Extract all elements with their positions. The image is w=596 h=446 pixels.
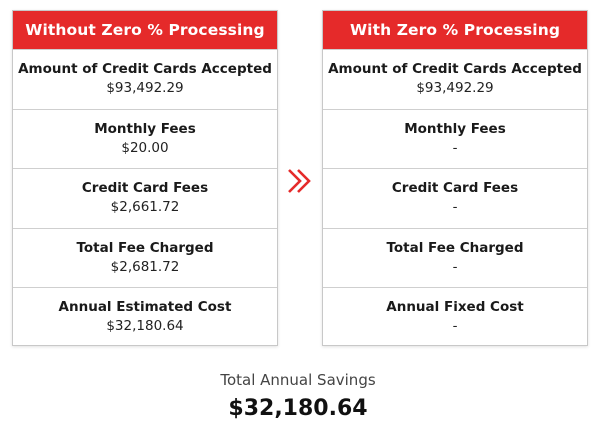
card-header-with: With Zero % Processing <box>323 11 587 49</box>
without-zero-processing-card: Without Zero % Processing Amount of Cred… <box>12 10 278 346</box>
row-label: Total Fee Charged <box>386 239 524 256</box>
row-credit-card-fees: Credit Card Fees - <box>323 168 587 228</box>
row-label: Credit Card Fees <box>81 180 209 197</box>
row-value: $2,681.72 <box>110 258 180 275</box>
row-total-fee-charged: Total Fee Charged - <box>323 227 587 288</box>
row-value: - <box>452 258 458 275</box>
row-label: Amount of Credit Cards Accepted <box>18 61 272 78</box>
row-value: $20.00 <box>121 139 169 156</box>
row-value: - <box>452 139 458 156</box>
row-label: Amount of Credit Cards Accepted <box>328 61 582 78</box>
row-label: Total Fee Charged <box>76 239 214 256</box>
with-zero-processing-card: With Zero % Processing Amount of Credit … <box>322 10 588 346</box>
row-value: - <box>452 318 458 335</box>
row-label: Monthly Fees <box>404 120 506 137</box>
row-value: $2,661.72 <box>110 199 180 216</box>
row-label: Annual Estimated Cost <box>58 299 232 316</box>
card-title: With Zero % Processing <box>349 21 561 39</box>
row-credit-card-fees: Credit Card Fees $2,661.72 <box>13 168 277 228</box>
row-value: $93,492.29 <box>106 80 184 97</box>
row-amount-accepted: Amount of Credit Cards Accepted $93,492.… <box>13 49 277 109</box>
row-label: Annual Fixed Cost <box>386 299 524 316</box>
card-header-without: Without Zero % Processing <box>13 11 277 49</box>
card-title: Without Zero % Processing <box>25 21 265 39</box>
row-label: Credit Card Fees <box>391 180 519 197</box>
row-annual-fixed-cost: Annual Fixed Cost - <box>323 287 587 347</box>
double-chevron-right-icon <box>288 169 311 193</box>
total-savings-label: Total Annual Savings <box>220 371 376 389</box>
row-monthly-fees: Monthly Fees $20.00 <box>13 108 277 169</box>
row-total-fee-charged: Total Fee Charged $2,681.72 <box>13 227 277 288</box>
row-amount-accepted: Amount of Credit Cards Accepted $93,492.… <box>323 49 587 109</box>
row-monthly-fees: Monthly Fees - <box>323 108 587 169</box>
row-value: - <box>452 199 458 216</box>
total-savings-value: $32,180.64 <box>228 396 368 421</box>
row-value: $32,180.64 <box>106 318 184 335</box>
row-annual-cost: Annual Estimated Cost $32,180.64 <box>13 287 277 347</box>
row-value: $93,492.29 <box>416 80 494 97</box>
row-label: Monthly Fees <box>94 120 196 137</box>
